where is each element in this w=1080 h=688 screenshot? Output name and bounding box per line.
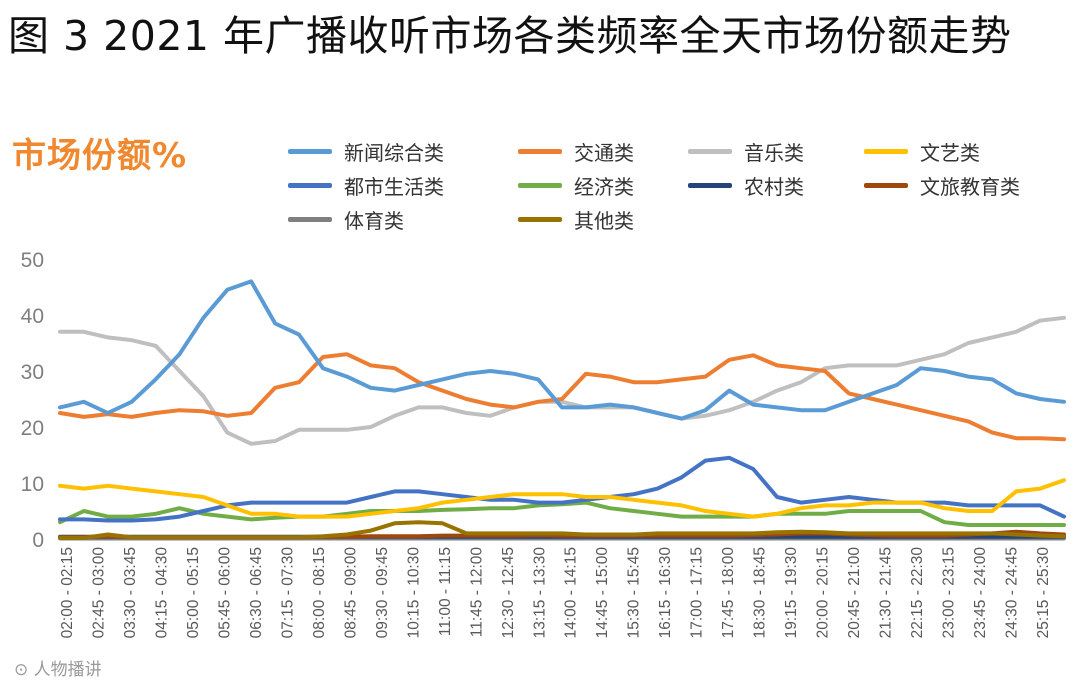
series-line xyxy=(58,352,1066,442)
x-tick-label: 03:30 - 03:45 xyxy=(122,547,139,638)
legend-swatch xyxy=(288,182,332,188)
x-tick-label: 17:45 - 18:00 xyxy=(720,547,737,639)
series-line xyxy=(58,478,1066,519)
legend-swatch xyxy=(518,216,562,222)
x-tick-label: 04:15 - 04:30 xyxy=(153,547,170,639)
legend-item: 文旅教育类 xyxy=(864,168,1020,202)
y-tick-label: 20 xyxy=(21,417,44,440)
figure-title: 图 3 2021 年广播收听市场各类频率全天市场份额走势 xyxy=(8,12,1012,60)
legend-swatch xyxy=(864,148,908,154)
x-tick-label: 18:30 - 18:45 xyxy=(752,547,769,638)
legend-label: 文艺类 xyxy=(920,140,980,165)
x-tick-label: 15:30 - 15:45 xyxy=(626,547,643,638)
legend-item: 音乐类 xyxy=(688,134,804,168)
legend-label: 新闻综合类 xyxy=(344,140,444,165)
legend-swatch xyxy=(518,148,562,154)
x-tick-label: 12:30 - 12:45 xyxy=(500,547,517,638)
y-tick-label: 30 xyxy=(21,361,44,384)
x-tick-label: 17:00 - 17:15 xyxy=(689,547,706,638)
legend-swatch xyxy=(518,182,562,188)
chart-legend: 新闻综合类 交通类 音乐类 文艺类都市生活类 经济类 农村类 文旅教育类体育类 其他类 xyxy=(288,134,1068,244)
y-tick-label: 40 xyxy=(21,305,44,328)
legend-swatch xyxy=(288,148,332,154)
x-tick-label: 14:00 - 14:15 xyxy=(563,547,580,638)
y-axis-label: 市场份额% xyxy=(12,136,188,176)
x-tick-label: 10:15 - 10:30 xyxy=(405,547,422,639)
legend-label: 体育类 xyxy=(344,208,404,233)
legend-item: 其他类 xyxy=(518,202,634,236)
legend-label: 其他类 xyxy=(574,208,634,233)
y-tick-label: 50 xyxy=(21,249,44,272)
legend-label: 都市生活类 xyxy=(344,174,444,199)
y-tick-label: 0 xyxy=(32,529,44,552)
legend-swatch xyxy=(688,148,732,154)
x-tick-label: 24:30 - 24:45 xyxy=(1004,547,1021,638)
x-tick-label: 13:15 - 13:30 xyxy=(531,547,548,639)
x-tick-label: 19:15 - 19:30 xyxy=(783,547,800,639)
x-tick-label: 25:15 - 25:30 xyxy=(1035,547,1052,639)
legend-label: 农村类 xyxy=(744,174,804,199)
legend-item: 农村类 xyxy=(688,168,804,202)
legend-item: 新闻综合类 xyxy=(288,134,444,168)
series-line xyxy=(58,500,1066,527)
x-tick-label: 23:00 - 23:15 xyxy=(941,547,958,638)
x-tick-label: 22:15 - 22:30 xyxy=(909,547,926,639)
watermark: ⊙ 人物播讲 xyxy=(14,660,102,680)
y-tick-label: 10 xyxy=(21,473,44,496)
legend-item: 交通类 xyxy=(518,134,634,168)
legend-item: 体育类 xyxy=(288,202,404,236)
x-tick-label: 02:00 - 02:15 xyxy=(59,547,76,638)
series-line xyxy=(58,520,1066,540)
x-tick-label: 06:30 - 06:45 xyxy=(248,547,265,638)
legend-item: 文艺类 xyxy=(864,134,980,168)
x-tick-label: 11:45 - 12:00 xyxy=(468,547,485,638)
x-tick-label: 16:15 - 16:30 xyxy=(657,547,674,639)
legend-swatch xyxy=(864,182,908,188)
x-tick-label: 11:00 - 11:15 xyxy=(437,547,454,636)
x-tick-label: 20:45 - 21:00 xyxy=(846,547,863,639)
legend-swatch xyxy=(688,182,732,188)
x-tick-label: 21:30 - 21:45 xyxy=(878,547,895,638)
legend-label: 音乐类 xyxy=(744,140,804,165)
x-tick-label: 05:00 - 05:15 xyxy=(185,547,202,638)
legend-label: 交通类 xyxy=(574,140,634,165)
legend-swatch xyxy=(288,216,332,222)
x-tick-label: 14:45 - 15:00 xyxy=(594,547,611,639)
x-tick-label: 20:00 - 20:15 xyxy=(815,547,832,638)
series-line xyxy=(58,279,1066,421)
x-tick-label: 05:45 - 06:00 xyxy=(216,547,233,639)
legend-item: 经济类 xyxy=(518,168,634,202)
legend-label: 经济类 xyxy=(574,174,634,199)
x-tick-label: 09:30 - 09:45 xyxy=(374,547,391,638)
x-tick-label: 07:15 - 07:30 xyxy=(279,547,296,639)
x-tick-label: 02:45 - 03:00 xyxy=(90,547,107,639)
x-tick-label: 08:00 - 08:15 xyxy=(311,547,328,638)
x-tick-label: 08:45 - 09:00 xyxy=(342,547,359,639)
legend-label: 文旅教育类 xyxy=(920,174,1020,199)
series-line xyxy=(58,315,1066,446)
x-tick-label: 23:45 - 24:00 xyxy=(972,547,989,639)
legend-item: 都市生活类 xyxy=(288,168,444,202)
